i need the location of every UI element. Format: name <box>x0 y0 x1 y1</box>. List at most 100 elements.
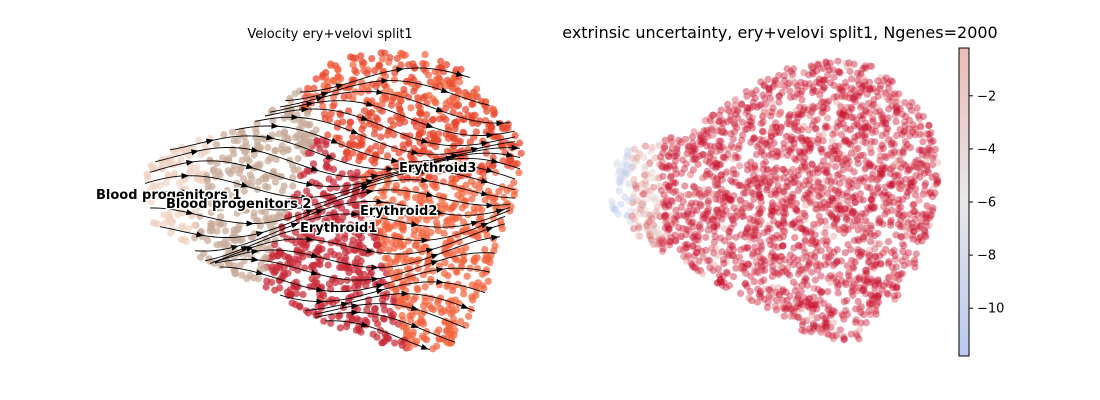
cell-point <box>634 231 642 240</box>
cell-point <box>729 216 737 224</box>
cell-point <box>419 94 427 102</box>
stream-arrow <box>266 134 274 141</box>
cell-point <box>847 330 855 338</box>
stream-arrow <box>371 276 379 283</box>
cell-point <box>483 231 491 240</box>
cell-point <box>608 203 617 211</box>
cell-point <box>882 245 890 254</box>
cell-point <box>822 234 830 242</box>
cell-point <box>414 209 422 218</box>
cell-point <box>419 317 427 326</box>
cell-point <box>770 256 778 264</box>
cell-point <box>419 60 427 68</box>
cell-point <box>847 103 855 111</box>
cell-point <box>309 160 318 168</box>
cell-point <box>753 179 761 187</box>
cell-point <box>872 310 880 318</box>
stream-arrow <box>251 248 259 255</box>
cell-point <box>671 237 680 245</box>
cell-point <box>472 91 480 100</box>
cell-point <box>918 151 927 159</box>
cell-point <box>786 87 794 95</box>
cell-point <box>754 268 762 277</box>
cell-point <box>805 176 814 184</box>
cell-point <box>702 233 710 241</box>
cell-point <box>855 284 863 292</box>
cell-point <box>919 147 927 155</box>
cell-point <box>807 230 815 238</box>
cell-point <box>226 260 234 268</box>
cell-point <box>403 188 412 196</box>
cell-point <box>173 195 181 203</box>
cell-point <box>894 162 902 170</box>
cell-point <box>795 215 803 223</box>
cell-point <box>704 210 712 218</box>
stream-arrow <box>375 288 384 295</box>
cell-point <box>381 337 389 345</box>
cell-point <box>922 233 930 241</box>
cell-point <box>425 174 433 182</box>
cell-point <box>371 219 380 227</box>
cell-point <box>709 173 717 181</box>
cell-point <box>404 279 412 287</box>
cell-point <box>276 212 284 220</box>
cell-point <box>411 241 420 250</box>
cell-point <box>418 333 426 341</box>
cell-point <box>195 136 203 144</box>
cell-point <box>703 189 711 197</box>
cell-point <box>236 165 244 173</box>
cell-point <box>787 312 795 320</box>
cell-point <box>250 213 258 221</box>
cell-point <box>480 284 488 292</box>
cell-point <box>795 305 803 313</box>
cell-point <box>237 236 245 244</box>
stream-arrow <box>365 179 374 185</box>
streamline <box>234 125 521 163</box>
cell-point <box>779 304 788 312</box>
cell-point <box>844 240 852 249</box>
cell-point <box>291 255 299 263</box>
streamline <box>144 170 516 198</box>
cell-point <box>798 96 806 104</box>
cell-point <box>843 189 851 197</box>
colorbar-tick-label: −8 <box>977 249 996 264</box>
stream-arrow <box>306 101 314 108</box>
stream-arrow <box>436 278 444 285</box>
cell-point <box>855 80 863 88</box>
stream-arrow <box>511 144 519 151</box>
cell-point <box>808 108 816 116</box>
cell-point <box>910 200 918 208</box>
cell-point <box>717 106 725 114</box>
cell-point <box>715 117 723 125</box>
cell-point <box>850 264 858 272</box>
cell-point <box>659 172 667 180</box>
cell-point <box>447 205 455 213</box>
cell-point <box>739 204 748 213</box>
cell-point <box>487 251 495 259</box>
cell-point <box>441 259 449 267</box>
cell-point <box>427 140 435 148</box>
cell-point <box>707 117 715 125</box>
cell-point <box>866 109 874 117</box>
colorbar-tick-label: −4 <box>977 142 996 157</box>
cell-point <box>329 165 338 173</box>
stream-arrow <box>351 210 359 217</box>
cell-point <box>744 243 752 251</box>
stream-arrow <box>190 149 199 156</box>
cell-point <box>469 160 477 168</box>
cell-point <box>791 205 799 213</box>
cell-point <box>757 238 765 246</box>
cell-point <box>749 213 758 221</box>
cell-point <box>911 125 920 133</box>
cell-point <box>427 275 435 283</box>
cell-point <box>903 192 911 200</box>
cell-point <box>453 118 461 126</box>
cell-point <box>388 239 396 247</box>
cell-point <box>792 298 800 306</box>
cell-point <box>426 130 434 138</box>
cell-point <box>275 130 283 138</box>
stream-arrow <box>410 305 419 311</box>
cell-point <box>692 188 700 196</box>
cell-point <box>483 257 491 265</box>
cell-point <box>888 206 896 215</box>
